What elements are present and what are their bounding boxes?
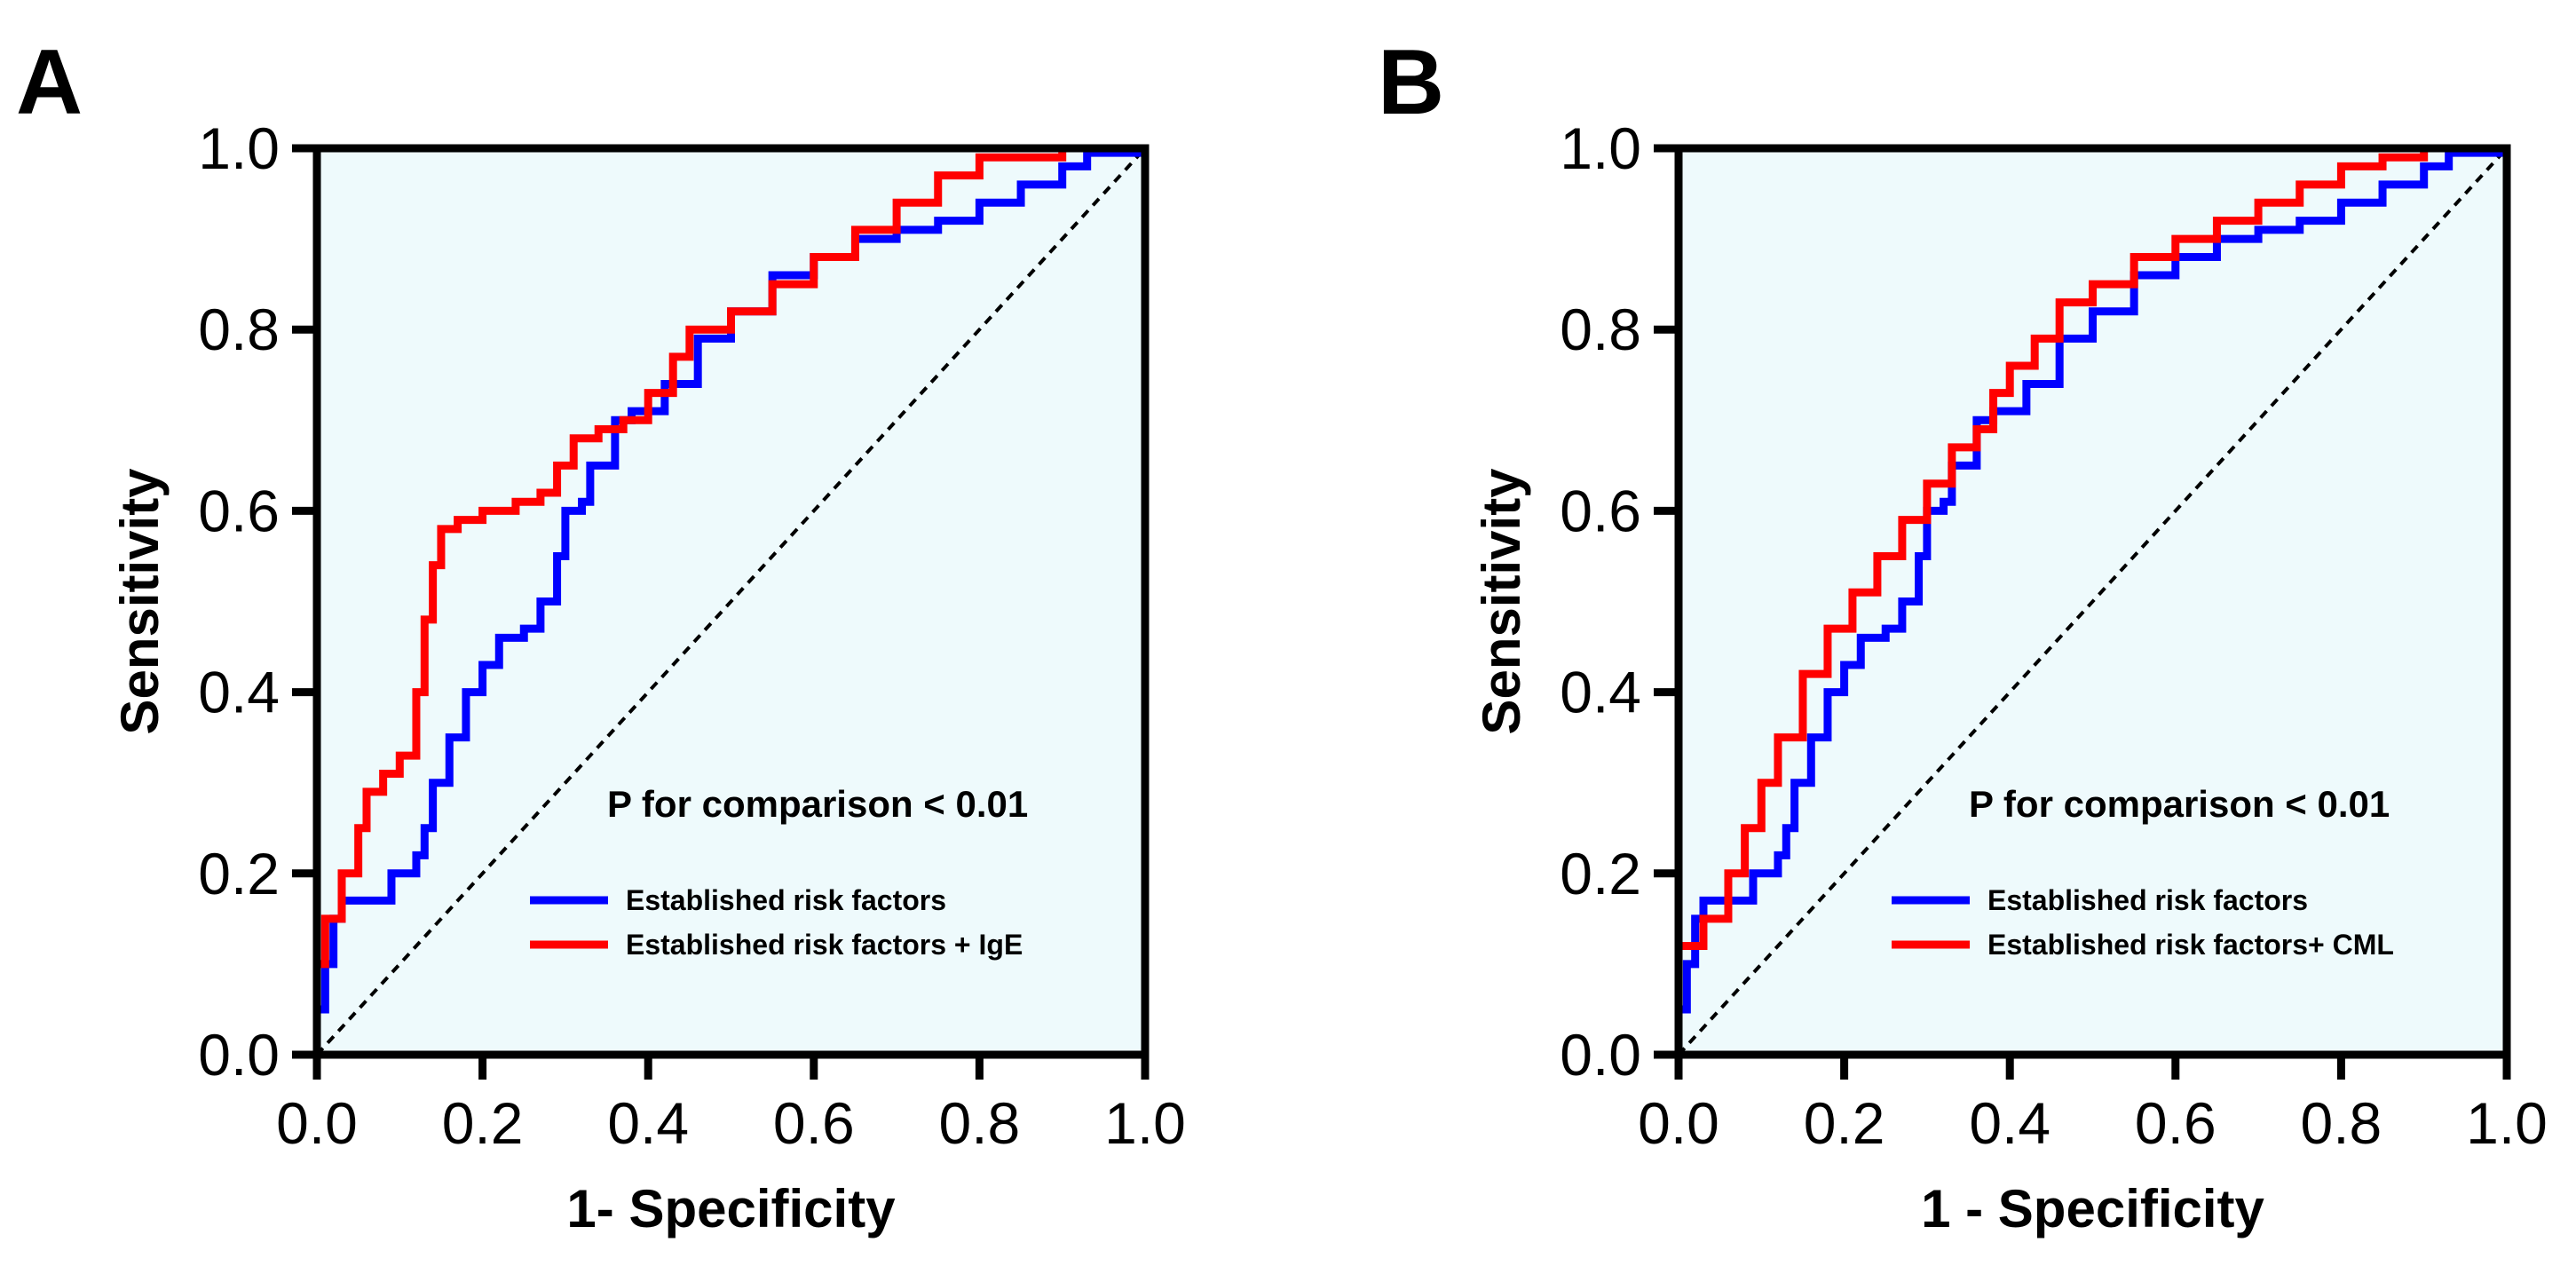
roc-curve-blue	[312, 148, 1150, 1055]
reference-diagonal-line	[315, 146, 1147, 1056]
x-tick-label: 1.0	[2466, 1090, 2548, 1156]
x-tick-label: 1.0	[1104, 1090, 1186, 1156]
x-tick-label: 0.2	[1804, 1090, 1885, 1156]
roc-curve-red	[1674, 144, 2507, 1055]
legend-label: Established risk factors+ CML	[1987, 929, 2394, 961]
y-axis-label: Sensitivity	[110, 468, 170, 735]
y-tick-label: 0.8	[1560, 297, 1641, 362]
x-tick-label: 0.4	[1969, 1090, 2051, 1156]
y-tick-label: 0.4	[1560, 660, 1641, 725]
y-tick-label: 0.0	[1560, 1022, 1641, 1088]
roc-curve-blue	[1674, 148, 2511, 1055]
chart-panel-a: A 0.0 0.2 0.4 0.6 0.8 1.0 0.0 0.2 0.4 0.6 0.8 1.0 1- …	[16, 31, 1186, 1238]
y-tick-label: 0.6	[198, 478, 280, 543]
y-tick-label: 1.0	[198, 115, 280, 181]
y-tick-label: 0.4	[198, 660, 280, 725]
chart-panel-b: B 0.0 0.2 0.4 0.6 0.8 1.0 0.0 0.2 0.4 0.6 0.8 1.0 1 -…	[1378, 31, 2548, 1238]
legend-label: Established risk factors + IgE	[626, 929, 1023, 961]
y-tick-label: 0.8	[198, 297, 280, 362]
y-tick-label: 0.2	[198, 841, 280, 906]
p-value-annotation: P for comparison < 0.01	[607, 783, 1028, 825]
x-tick-label: 0.6	[2135, 1090, 2216, 1156]
y-tick-label: 0.2	[1560, 841, 1641, 906]
x-tick-label: 0.6	[773, 1090, 855, 1156]
y-axis-label: Sensitivity	[1472, 468, 1531, 735]
plot-frame	[312, 144, 1150, 1059]
reference-diagonal-line	[1677, 146, 2509, 1056]
x-tick-label: 0.8	[939, 1090, 1021, 1156]
x-tick-label: 0.0	[276, 1090, 358, 1156]
x-tick-label: 0.4	[607, 1090, 689, 1156]
legend-label: Established risk factors	[626, 884, 946, 916]
x-tick-label: 0.0	[1638, 1090, 1719, 1156]
y-tick-label: 0.6	[1560, 478, 1641, 543]
x-tick-label: 0.2	[442, 1090, 524, 1156]
panel-label: A	[16, 31, 83, 134]
p-value-annotation: P for comparison < 0.01	[1969, 783, 2390, 825]
y-tick-label: 1.0	[1560, 115, 1641, 181]
panel-label: B	[1378, 31, 1444, 134]
y-tick-label: 0.0	[198, 1022, 280, 1088]
x-tick-label: 0.8	[2301, 1090, 2382, 1156]
plot-frame	[1674, 144, 2511, 1059]
x-axis-label: 1- Specificity	[566, 1179, 896, 1238]
legend-label: Established risk factors	[1987, 884, 2308, 916]
x-axis-label: 1 - Specificity	[1921, 1179, 2264, 1238]
roc-curve-red	[312, 144, 1145, 1055]
